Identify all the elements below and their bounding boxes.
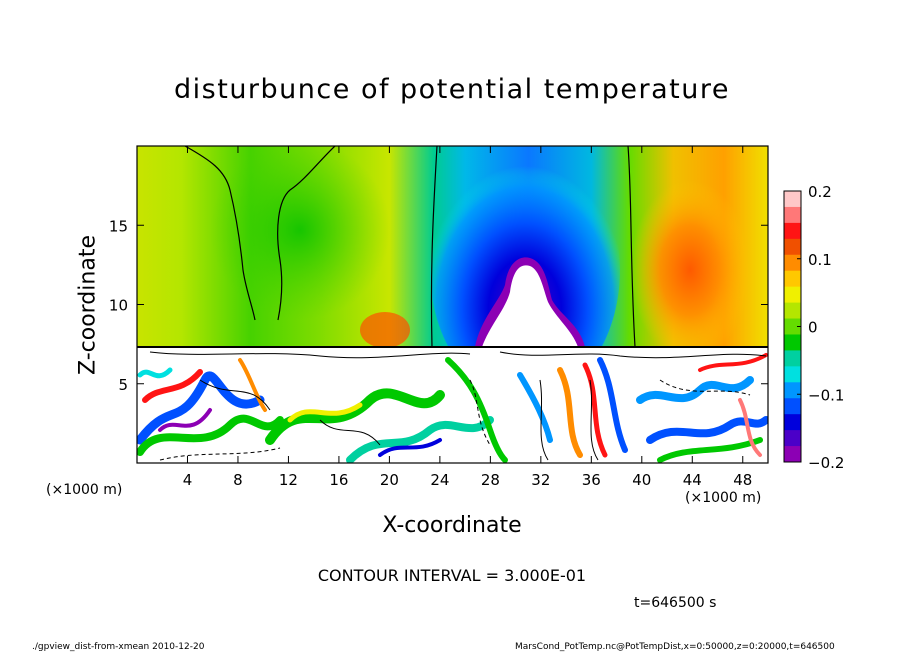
- x-tick-label: 20: [380, 471, 399, 489]
- x-tick-label: 40: [632, 471, 651, 489]
- y-tick-label: 5: [118, 376, 128, 394]
- time-label: t=646500 s: [634, 595, 717, 611]
- colorbar-swatch: [784, 254, 801, 272]
- colorbar-swatch: [784, 446, 801, 463]
- colorbar-swatch: [784, 430, 801, 447]
- colorbar-tick-label: −0.2: [808, 454, 844, 472]
- x-tick-label: 16: [329, 471, 348, 489]
- x-tick-label: 48: [733, 471, 752, 489]
- x-tick-label: 4: [183, 471, 193, 489]
- heatmap-field: [137, 146, 768, 463]
- colorbar-axis: 0.2 0.1 0 −0.1 −0.2: [797, 183, 844, 472]
- x-tick-label: 32: [531, 471, 550, 489]
- x-tick-label: 8: [233, 471, 243, 489]
- x-tick-label: 36: [582, 471, 601, 489]
- colorbar-swatch: [784, 334, 801, 351]
- colorbar-swatch: [784, 398, 801, 415]
- footer-right: MarsCond_PotTemp.nc@PotTempDist,x=0:5000…: [515, 642, 835, 652]
- colorbar-tick-label: 0: [808, 319, 818, 337]
- colorbar-tick-label: −0.1: [808, 386, 844, 404]
- x-unit-label-right: (×1000 m): [685, 490, 762, 506]
- x-tick-label: 24: [430, 471, 449, 489]
- x-tick-label: 12: [279, 471, 298, 489]
- y-tick-label: 10: [109, 297, 128, 315]
- colorbar-swatch: [784, 350, 801, 367]
- colorbar: [784, 191, 801, 463]
- colorbar-swatch: [784, 366, 801, 383]
- x-tick-label: 44: [683, 471, 702, 489]
- colorbar-swatch: [784, 286, 801, 304]
- contour-interval: CONTOUR INTERVAL = 3.000E-01: [317, 566, 587, 585]
- x-unit-label-left: (×1000 m): [46, 482, 123, 498]
- colorbar-swatch: [784, 318, 801, 335]
- colorbar-swatch: [784, 382, 801, 399]
- colorbar-swatch: [784, 270, 801, 288]
- colorbar-swatch: [784, 414, 801, 431]
- footer-left: ./gpview_dist-from-xmean 2010-12-20: [32, 642, 205, 652]
- x-axis-label: X-coordinate: [382, 513, 522, 538]
- colorbar-swatch: [784, 191, 801, 208]
- x-tick-label: 28: [481, 471, 500, 489]
- chart-title: disturbunce of potential temperature: [174, 74, 730, 105]
- colorbar-swatch: [784, 206, 801, 224]
- y-axis-label: Z-coordinate: [75, 235, 101, 375]
- colorbar-tick-label: 0.2: [808, 183, 832, 201]
- x-axis: 4 8 12 16 20 24 28 32 36 40 44 48: [183, 146, 752, 489]
- colorbar-swatch: [784, 222, 801, 240]
- y-tick-label: 15: [109, 217, 128, 235]
- colorbar-swatch: [784, 302, 801, 320]
- colorbar-tick-label: 0.1: [808, 251, 832, 269]
- y-axis: 5 10 15: [109, 217, 768, 394]
- colorbar-swatch: [784, 238, 801, 256]
